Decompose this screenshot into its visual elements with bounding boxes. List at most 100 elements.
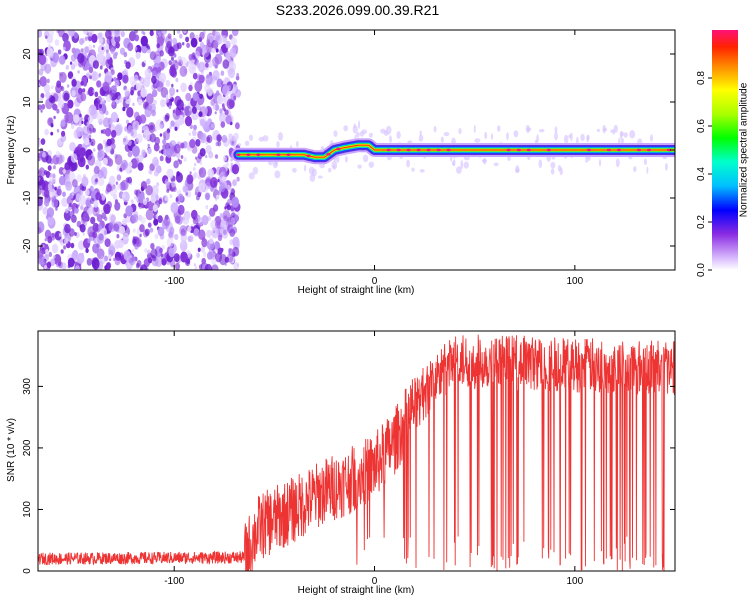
noise-speckle: [79, 147, 86, 157]
noise-speckle: [623, 132, 628, 138]
noise-speckle: [170, 202, 179, 214]
noise-speckle: [598, 159, 602, 167]
colorbar-tick-label: 0.2: [696, 215, 707, 229]
noise-speckle: [126, 107, 134, 118]
noise-speckle: [235, 75, 240, 81]
noise-speckle: [380, 128, 386, 134]
noise-speckle: [71, 78, 77, 87]
noise-speckle: [221, 134, 228, 143]
noise-speckle: [368, 161, 374, 168]
noise-speckle: [217, 140, 222, 147]
noise-speckle: [230, 217, 236, 225]
spectrogram-plot-area: [38, 30, 675, 270]
noise-speckle: [87, 154, 96, 166]
noise-speckle: [220, 121, 226, 128]
noise-speckle: [96, 233, 105, 244]
noise-speckle: [83, 47, 86, 52]
noise-speckle: [180, 239, 185, 246]
y-tick-label: -10: [22, 190, 33, 205]
noise-speckle: [56, 108, 60, 114]
noise-speckle: [214, 31, 218, 36]
noise-speckle: [95, 178, 98, 183]
noise-speckle: [142, 183, 147, 189]
noise-speckle: [214, 53, 223, 65]
noise-speckle: [86, 30, 94, 37]
noise-speckle: [52, 165, 56, 170]
noise-speckle: [526, 127, 532, 132]
noise-speckle: [389, 135, 392, 144]
noise-speckle: [176, 171, 181, 177]
noise-speckle: [222, 84, 230, 96]
noise-speckle: [356, 132, 360, 138]
noise-speckle: [128, 30, 137, 42]
noise-speckle: [211, 227, 220, 239]
noise-speckle: [110, 47, 115, 55]
noise-speckle: [228, 99, 235, 109]
noise-speckle: [145, 231, 149, 236]
noise-speckle: [209, 207, 216, 217]
noise-speckle: [103, 230, 107, 235]
noise-speckle: [331, 160, 338, 170]
noise-speckle: [198, 167, 207, 178]
noise-speckle: [168, 105, 172, 110]
noise-speckle: [236, 176, 240, 182]
noise-speckle: [74, 206, 79, 214]
noise-speckle: [236, 72, 239, 77]
noise-speckle: [199, 41, 205, 49]
noise-speckle: [227, 67, 236, 79]
spectrogram-x-label: Height of straight line (km): [298, 285, 415, 296]
noise-speckle: [193, 162, 197, 167]
noise-speckle: [443, 132, 450, 137]
noise-speckle: [58, 175, 66, 186]
noise-speckle: [123, 86, 126, 91]
noise-speckle: [152, 89, 158, 98]
noise-speckle: [440, 136, 444, 143]
noise-speckle: [123, 213, 127, 219]
signal-core: [237, 144, 675, 158]
noise-speckle: [205, 205, 209, 210]
noise-speckle: [114, 30, 120, 35]
noise-speckle: [165, 148, 173, 158]
noise-speckle: [91, 33, 98, 43]
noise-speckle: [115, 41, 120, 49]
noise-speckle: [93, 165, 100, 175]
noise-speckle: [169, 142, 172, 147]
noise-speckle: [63, 92, 70, 101]
noise-speckle: [154, 213, 158, 219]
noise-speckle: [55, 150, 61, 158]
noise-speckle: [114, 199, 119, 204]
noise-speckle: [119, 167, 122, 172]
noise-speckle: [513, 130, 519, 138]
noise-speckle: [125, 205, 134, 217]
noise-speckle: [156, 81, 164, 92]
noise-speckle: [262, 135, 269, 142]
noise-speckle: [303, 164, 307, 172]
snr-y-label: SNR (10 * v/v): [6, 418, 17, 482]
noise-speckle: [140, 264, 148, 270]
noise-speckle: [192, 92, 199, 102]
noise-speckle: [86, 258, 93, 266]
noise-speckle: [210, 177, 218, 188]
noise-speckle: [72, 179, 78, 188]
noise-speckle: [145, 93, 154, 105]
noise-speckle: [200, 246, 206, 253]
noise-speckle: [144, 68, 152, 79]
noise-speckle: [333, 130, 338, 138]
noise-speckle: [62, 169, 66, 174]
noise-speckle: [80, 80, 84, 86]
snr-frame: [37, 330, 676, 572]
noise-speckle: [643, 158, 648, 166]
noise-speckle: [65, 181, 73, 191]
noise-speckle: [63, 113, 69, 121]
noise-speckle: [215, 220, 221, 229]
noise-speckle: [152, 156, 159, 167]
signal-peak: [636, 148, 642, 152]
noise-speckle: [134, 111, 140, 120]
noise-speckle: [121, 193, 126, 199]
noise-speckle: [144, 248, 148, 253]
noise-speckle: [87, 62, 90, 66]
signal-peak: [236, 153, 241, 156]
noise-speckle: [84, 188, 90, 196]
